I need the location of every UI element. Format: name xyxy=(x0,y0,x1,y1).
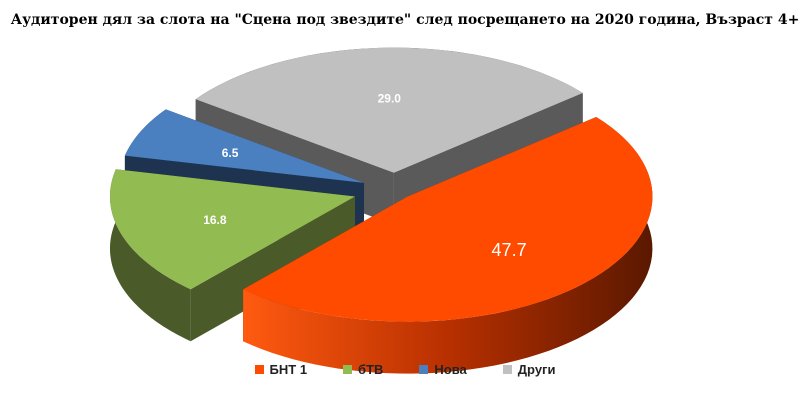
pie-slice-1 xyxy=(109,169,355,342)
data-label-0: 47.7 xyxy=(492,240,527,260)
legend-item-3: Други xyxy=(502,362,556,377)
data-label-1: 16.8 xyxy=(203,213,227,227)
legend-label: БНТ 1 xyxy=(269,362,308,377)
pie-slice-0 xyxy=(243,116,653,374)
legend-item-2: Нова xyxy=(419,362,467,377)
legend-item-0: БНТ 1 xyxy=(254,362,308,377)
legend-label: Нова xyxy=(434,362,467,377)
legend-swatch xyxy=(502,365,512,374)
legend-swatch xyxy=(419,365,429,374)
legend: БНТ 1 бТВ Нова Други xyxy=(0,362,810,377)
legend-label: Други xyxy=(517,362,556,377)
legend-swatch xyxy=(254,365,264,374)
chart-title: Аудиторен дял за слота на "Сцена под зве… xyxy=(10,12,800,28)
legend-item-1: бТВ xyxy=(343,362,383,377)
legend-label: бТВ xyxy=(358,362,384,377)
data-label-2: 6.5 xyxy=(222,146,239,160)
data-label-3: 29.0 xyxy=(378,92,402,106)
legend-swatch xyxy=(343,365,353,374)
